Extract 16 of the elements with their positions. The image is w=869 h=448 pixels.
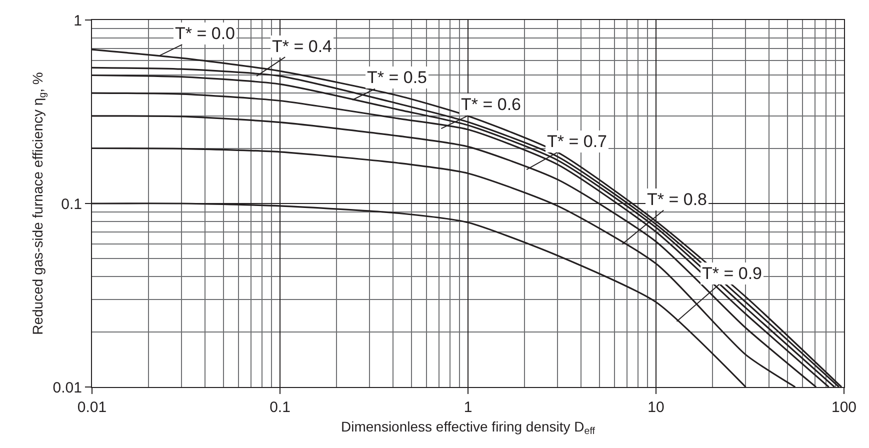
x-tick-label: 0.1 — [270, 399, 290, 416]
annotation: T* = 0.9 — [702, 264, 762, 283]
annotation: T* = 0.0 — [175, 24, 236, 43]
y-tick-label: 0.01 — [52, 379, 82, 396]
y-tick-label: 0.1 — [61, 196, 82, 213]
x-tick-label: 0.01 — [77, 399, 107, 416]
x-tick-label: 1 — [464, 399, 472, 416]
annotation: T* = 0.5 — [367, 68, 428, 87]
annotation: T* = 0.7 — [547, 132, 608, 151]
annotation: T* = 0.4 — [272, 37, 332, 56]
x-axis-title: Dimensionless effective firing density D$_{eff}$ — [340, 418, 596, 438]
y-tick-label: 1 — [74, 12, 82, 30]
x-tick-label: 100 — [831, 399, 857, 416]
annotation: T* = 0.8 — [647, 190, 708, 209]
x-tick-label: 10 — [648, 399, 664, 416]
annotation: T* = 0.6 — [461, 95, 522, 114]
